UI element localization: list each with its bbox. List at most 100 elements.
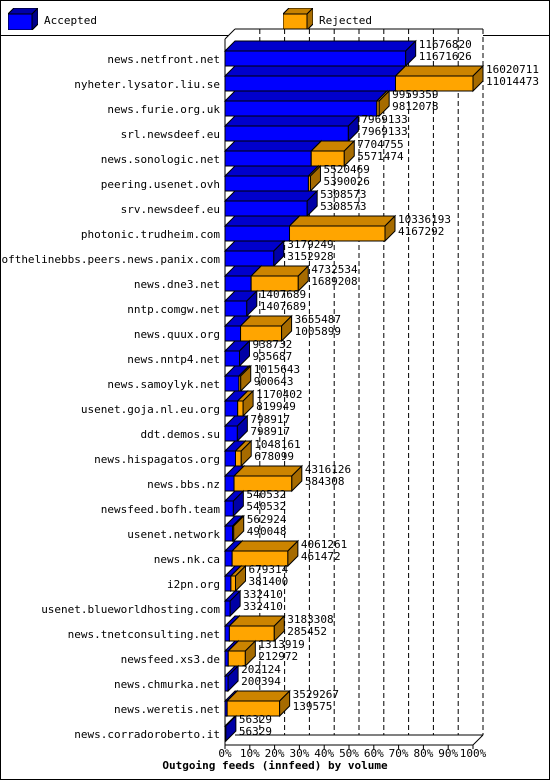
x-tick-label: 10%	[240, 747, 260, 760]
data-label-accepted: 11671626	[419, 50, 472, 63]
data-label-total: 1015643	[254, 363, 300, 376]
category-label: news.nntp4.net	[127, 353, 220, 366]
bar-rejected-side	[343, 139, 355, 168]
bar-rejected-top	[394, 65, 485, 77]
category-label: news.tnetconsulting.net	[68, 628, 220, 641]
bar-rejected-top	[288, 215, 397, 227]
category-label: usenet.goja.nl.eu.org	[81, 403, 220, 416]
bar-rejected-side	[244, 639, 256, 668]
bar-accepted-side	[347, 114, 359, 143]
bar-accepted	[223, 589, 242, 618]
data-label-total: 562924	[247, 513, 287, 526]
data-label-accepted: 332410	[243, 600, 283, 613]
data-label-accepted: 1005899	[295, 325, 341, 338]
x-tick-label: 70%	[389, 747, 409, 760]
bar-accepted-top	[223, 65, 407, 77]
data-label-total: 56329	[239, 713, 272, 726]
category-label: news.samoylyk.net	[107, 378, 220, 391]
data-label-total: 3529267	[293, 688, 339, 701]
bar-accepted-side	[306, 189, 318, 218]
bar-accepted-front	[224, 250, 275, 267]
bar-rejected	[307, 164, 322, 193]
bar-rejected	[228, 614, 286, 643]
bar-accepted-side	[236, 414, 248, 443]
category-label: news.chmurka.net	[114, 678, 220, 691]
bar-accepted-front	[224, 425, 238, 442]
data-label-total: 11676820	[419, 38, 472, 51]
data-label-accepted: 4167292	[398, 225, 444, 238]
data-label-accepted: 3152928	[287, 250, 333, 263]
data-label-accepted: 490048	[247, 525, 287, 538]
bar-rejected-side	[273, 614, 285, 643]
bar-rejected-top	[230, 540, 300, 552]
bar-accepted	[223, 664, 240, 693]
bar-accepted-front	[224, 600, 231, 617]
bar-accepted	[223, 489, 245, 518]
data-label-accepted: 1689208	[311, 275, 357, 288]
bar-accepted	[223, 164, 320, 193]
data-label-accepted: 935687	[253, 350, 293, 363]
data-label-total: 5308573	[320, 188, 366, 201]
x-tick-label: 0%	[218, 747, 232, 760]
bar-accepted	[223, 289, 258, 318]
bar-accepted	[223, 189, 319, 218]
category-label: news.furie.org.uk	[107, 103, 220, 116]
category-label: ddt.demos.su	[141, 428, 220, 441]
bar-rejected-front	[237, 400, 244, 417]
bar-accepted-front	[224, 350, 240, 367]
bar-rejected-top	[232, 465, 304, 477]
bar-accepted-front	[224, 100, 378, 117]
x-tick-label: 20%	[265, 747, 285, 760]
bar-accepted-top	[223, 40, 417, 52]
data-label-total: 1048161	[254, 438, 300, 451]
bar-accepted-side	[273, 239, 285, 268]
category-label: srl.newsdeef.eu	[121, 128, 220, 141]
bar-accepted-front	[224, 550, 233, 567]
bar-rejected	[231, 514, 245, 543]
category-label: nyheter.lysator.liu.se	[74, 78, 220, 91]
bar-rejected	[375, 89, 391, 118]
bar-accepted-front	[224, 325, 242, 342]
category-label: newsfeed.xs3.de	[121, 653, 220, 666]
category-label: news.bbs.nz	[147, 478, 220, 491]
bar-accepted-top	[223, 165, 320, 177]
data-label-total: 938732	[253, 338, 293, 351]
data-label-accepted: 584308	[305, 475, 345, 488]
bar-accepted-front	[224, 575, 232, 592]
bar-accepted-front	[224, 500, 234, 517]
bar-rejected-side	[291, 464, 303, 493]
x-tick-label: 90%	[438, 747, 458, 760]
data-label-total: 5520469	[323, 163, 369, 176]
data-label-total: 332410	[243, 588, 283, 601]
data-label-total: 679314	[249, 563, 289, 576]
data-label-accepted: 9812078	[392, 100, 438, 113]
category-label: endofthelinebbs.peers.news.panix.com	[0, 253, 220, 266]
bar-accepted-front	[224, 125, 349, 142]
data-label-total: 10336193	[398, 213, 451, 226]
data-label-total: 4316126	[305, 463, 351, 476]
bar-accepted-side	[246, 289, 258, 318]
category-label: srv.newsdeef.eu	[121, 203, 220, 216]
data-label-accepted: 5571474	[357, 150, 404, 163]
bar-accepted-top	[223, 140, 323, 152]
x-axis-depth-line	[472, 734, 484, 746]
data-label-accepted: 5308573	[320, 200, 366, 213]
bar-accepted-front	[224, 75, 397, 92]
